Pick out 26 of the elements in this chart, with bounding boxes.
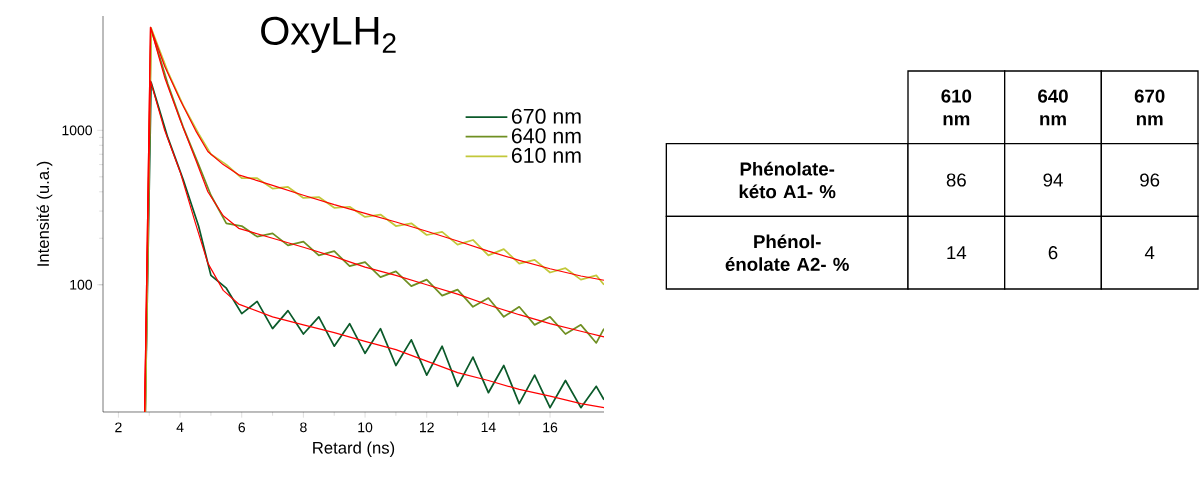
x-tick-label: 670 nm	[1134, 89, 1165, 126]
chart-title: OxyLH$_{2}$	[261, 16, 396, 53]
data-label: 94	[1043, 173, 1063, 187]
legend-label: 610 nm	[511, 147, 581, 163]
x-tick-label: 12	[420, 422, 434, 433]
y-tick-label: 100	[70, 279, 93, 290]
x-tick-label: 14	[481, 422, 496, 432]
y-tick-label: 1000	[62, 125, 93, 136]
y-tick-label: Phénol-énolate A2- %	[725, 234, 849, 271]
y-tick-label: Phénolate-kéto A1- %	[739, 161, 836, 199]
x-tick-label: 2	[115, 422, 122, 433]
x-tick-label: 8	[300, 422, 307, 433]
x-tick-label: 10	[358, 422, 373, 433]
data-label: 14	[947, 246, 967, 260]
data-label: 6	[1048, 246, 1058, 260]
x-tick-label: 640 nm	[1038, 89, 1068, 126]
x-tick-label: 610 nm	[941, 89, 972, 126]
data-label: 86	[946, 173, 966, 187]
data-label: 96	[1140, 173, 1160, 187]
legend-label: 640 nm	[511, 128, 581, 144]
y-axis-title: Intensité (u.a.)	[36, 161, 53, 266]
x-tick-label: 4	[176, 422, 184, 432]
data-label: 4	[1144, 246, 1155, 260]
x-axis-title: Retard (ns)	[313, 441, 395, 457]
x-tick-label: 6	[238, 422, 246, 433]
x-tick-label: 16	[543, 422, 558, 433]
